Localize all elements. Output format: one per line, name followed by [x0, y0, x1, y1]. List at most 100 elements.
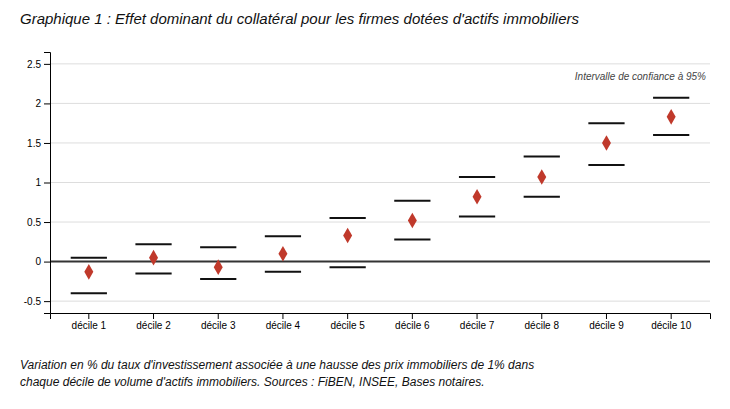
ci-upper: [653, 97, 689, 99]
ci-lower: [330, 266, 366, 268]
ci-lower: [265, 271, 301, 273]
tick: 1.5: [27, 138, 50, 149]
tick-mark: [44, 143, 50, 144]
ci-lower: [653, 134, 689, 136]
ci-lower: [394, 238, 430, 240]
tick-mark: [218, 313, 219, 319]
point: [343, 228, 352, 244]
tick-mark: [44, 183, 50, 184]
tick-mark: [282, 313, 283, 319]
tick-label: décile 9: [589, 320, 624, 331]
tick-mark: [44, 222, 50, 223]
grid-line: [50, 301, 710, 302]
grid-line: [50, 261, 710, 263]
tick-mark: [671, 313, 672, 319]
ci-upper: [394, 200, 430, 202]
tick-mark: [153, 313, 154, 319]
tick-label: 1: [35, 177, 41, 188]
tick-label: -0.5: [24, 296, 42, 307]
tick-label: décile 10: [651, 320, 691, 331]
footnote-line: Variation en % du taux d'investissement …: [20, 358, 534, 372]
tick-label: décile 6: [395, 320, 430, 331]
tick: 2: [35, 98, 50, 109]
ci-lower: [200, 278, 236, 280]
grid-line: [50, 63, 710, 64]
grid-line: [50, 222, 710, 223]
tick-label: décile 5: [330, 320, 365, 331]
point: [84, 264, 93, 280]
tick-mark: [541, 313, 542, 319]
tick-label: 1.5: [27, 138, 41, 149]
tick-label: 0: [35, 256, 41, 267]
ci-lower: [71, 292, 107, 294]
point: [537, 169, 546, 185]
tick-mark: [44, 64, 50, 65]
tick: décile 2: [136, 313, 171, 331]
y-axis: -0.5 0 0.5 1 1.5 2 2.5: [24, 53, 51, 314]
ci-upper: [459, 176, 495, 178]
tick-mark: [44, 262, 50, 263]
point: [408, 213, 417, 229]
tick: décile 6: [395, 313, 430, 331]
chart: Graphique 1 : Effet dominant du collatér…: [0, 0, 730, 409]
ci-lower: [588, 164, 624, 166]
tick-label: 2.5: [27, 59, 41, 70]
grid: [50, 64, 710, 301]
tick-mark: [347, 313, 348, 319]
point: [473, 189, 482, 205]
plot: -0.5 0 0.5 1 1.5 2 2.5 décile 1 décile 2 décile 3…: [24, 53, 711, 332]
grid-line: [50, 103, 710, 104]
tick: décile 1: [72, 313, 107, 331]
tick: décile 4: [266, 313, 301, 331]
tick: décile 3: [201, 313, 236, 331]
annotation: Intervalle de confiance à 95%: [575, 71, 706, 82]
tick: décile 5: [330, 313, 365, 331]
grid-line: [50, 182, 710, 183]
tick-label: décile 7: [460, 320, 495, 331]
axis-line: [51, 314, 711, 320]
point: [278, 246, 287, 262]
point: [214, 259, 223, 275]
title: Graphique 1 : Effet dominant du collatér…: [20, 10, 579, 27]
tick: décile 10: [651, 313, 691, 331]
ci-upper: [524, 155, 560, 157]
tick-mark: [44, 103, 50, 104]
tick: 0.5: [27, 217, 50, 228]
footnote: Variation en % du taux d'investissement …: [20, 358, 534, 389]
ci-lower: [524, 196, 560, 198]
ci-upper: [265, 235, 301, 237]
tick: 2.5: [27, 59, 50, 70]
tick-label: décile 1: [72, 320, 107, 331]
tick-mark: [606, 313, 607, 319]
tick-label: décile 3: [201, 320, 236, 331]
tick-label: 0.5: [27, 217, 41, 228]
tick-label: décile 4: [266, 320, 301, 331]
x-axis: décile 1 décile 2 décile 3 décile 4 décile 5…: [51, 313, 711, 331]
tick-mark: [88, 313, 89, 319]
tick: décile 8: [525, 313, 560, 331]
ci-upper: [135, 243, 171, 245]
marks: [71, 98, 690, 293]
tick: -0.5: [24, 296, 50, 307]
tick-mark: [412, 313, 413, 319]
tick: décile 7: [460, 313, 495, 331]
tick-label: 2: [35, 98, 41, 109]
tick-label: décile 2: [136, 320, 171, 331]
point: [667, 109, 676, 125]
tick-label: décile 8: [525, 320, 560, 331]
ci-upper: [588, 122, 624, 124]
footnote-line: chaque décile de volume d'actifs immobil…: [20, 375, 485, 389]
tick-mark: [477, 313, 478, 319]
ci-upper: [200, 246, 236, 248]
ci-upper: [330, 217, 366, 219]
ci-lower: [459, 216, 495, 218]
axis-line: [44, 53, 51, 314]
grid-line: [50, 142, 710, 143]
tick: décile 9: [589, 313, 624, 331]
tick: 0: [35, 256, 50, 267]
ci-upper: [71, 257, 107, 259]
ci-lower: [135, 272, 171, 274]
point: [602, 135, 611, 151]
point: [149, 250, 158, 266]
tick: 1: [35, 177, 50, 188]
